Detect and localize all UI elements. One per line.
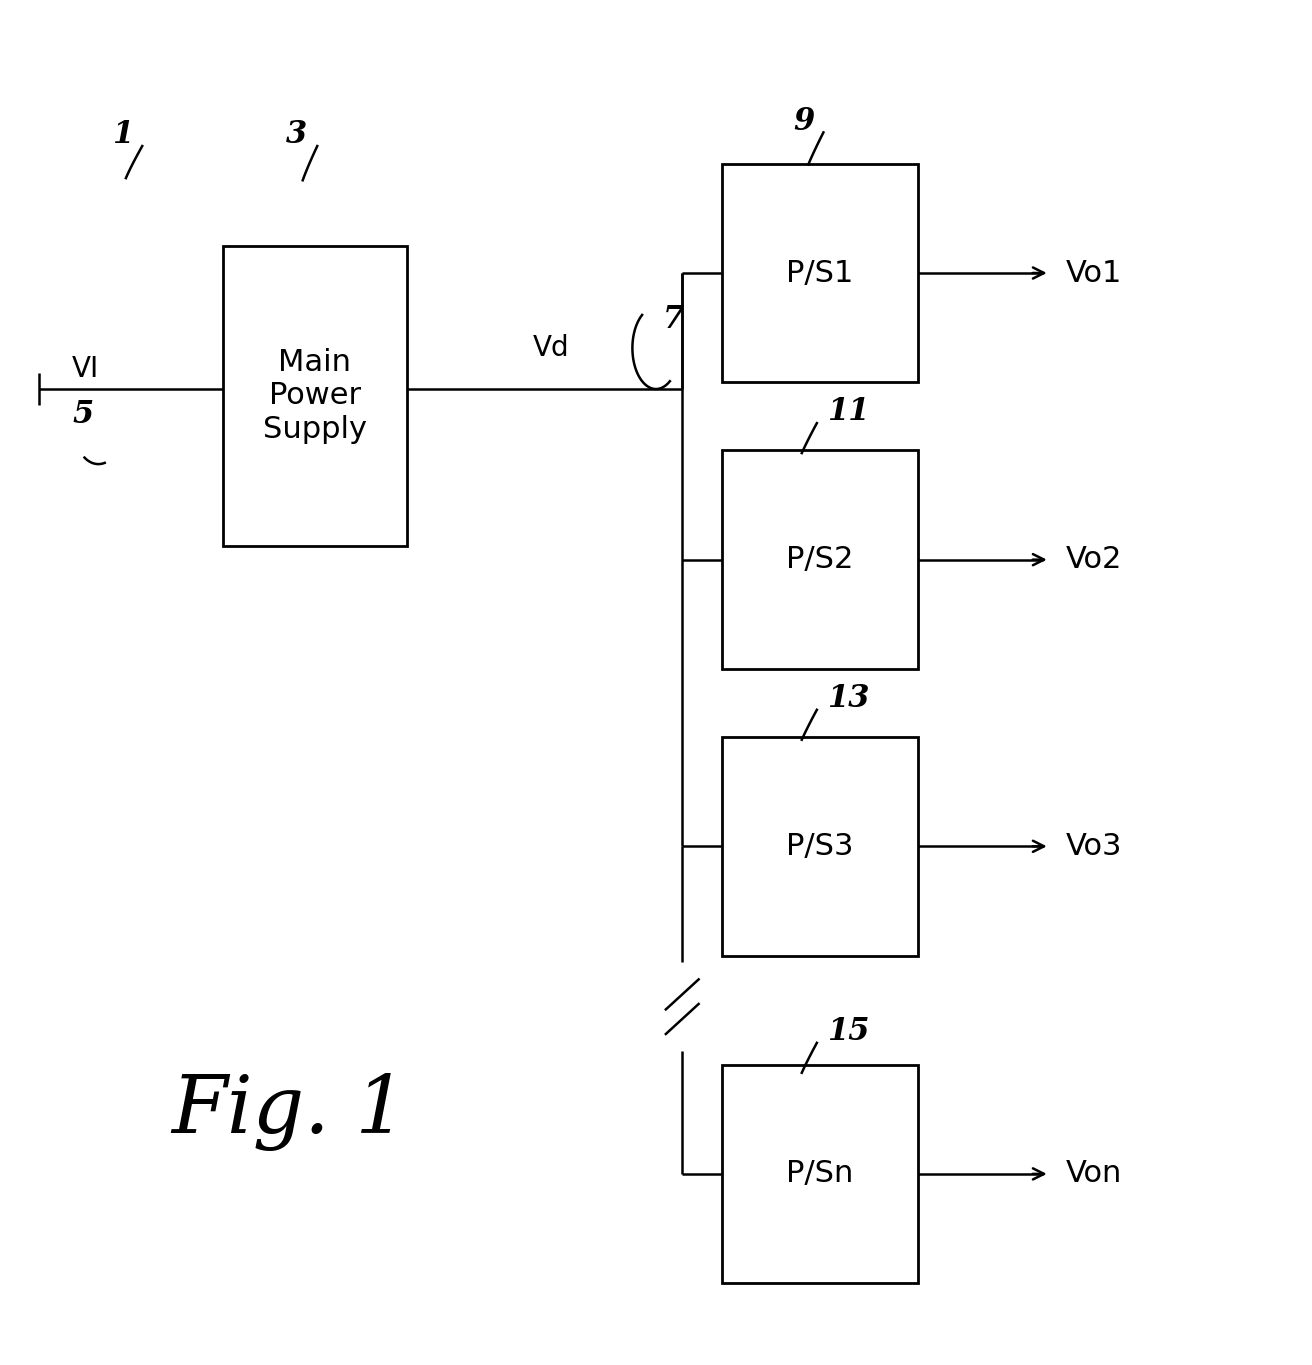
Text: Vo2: Vo2 [1065, 545, 1122, 575]
Bar [722, 164, 918, 382]
Text: Vo3: Vo3 [1065, 831, 1122, 861]
Bar [722, 450, 918, 669]
Bar [223, 246, 407, 546]
Text: Vo1: Vo1 [1065, 258, 1122, 288]
Bar [722, 1065, 918, 1283]
Bar [722, 737, 918, 955]
Text: 3: 3 [286, 119, 307, 150]
Text: VI: VI [72, 355, 98, 382]
Text: 9: 9 [794, 105, 815, 136]
Text: Von: Von [1065, 1159, 1122, 1189]
Text: P/S1: P/S1 [786, 258, 854, 288]
Text: P/S3: P/S3 [786, 831, 854, 861]
Text: 11: 11 [827, 396, 869, 427]
Text: Vd: Vd [533, 334, 569, 362]
Text: 15: 15 [827, 1016, 869, 1047]
Text: Fig. 1: Fig. 1 [171, 1073, 407, 1152]
Text: 5: 5 [72, 399, 93, 430]
Text: P/Sn: P/Sn [786, 1159, 854, 1189]
Text: 1: 1 [112, 119, 133, 150]
Text: 13: 13 [827, 682, 869, 714]
Text: P/S2: P/S2 [786, 545, 854, 575]
Text: Main
Power
Supply: Main Power Supply [262, 348, 367, 444]
Text: 7: 7 [663, 303, 684, 334]
